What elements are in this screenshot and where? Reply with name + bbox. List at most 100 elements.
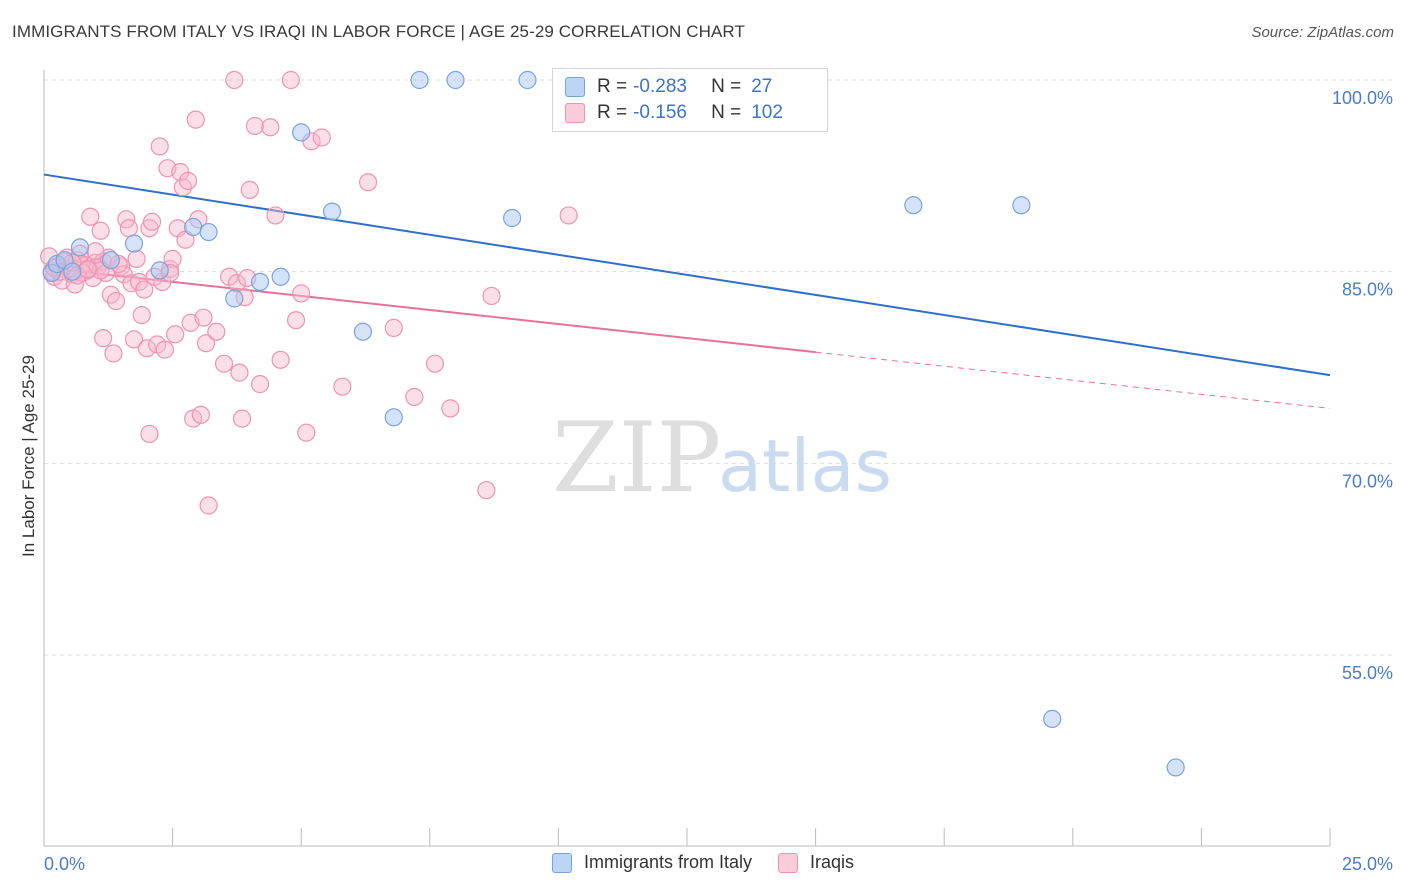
iraqi-point (137, 339, 156, 358)
iraqi-swatch (565, 103, 585, 123)
y-tick-label: 100.0% (1332, 88, 1393, 108)
correlation-legend: R = -0.283 N = 27 R = -0.156 N = 102 (552, 68, 828, 132)
chart-title: IMMIGRANTS FROM ITALY VS IRAQI IN LABOR … (12, 22, 745, 41)
iraqi-swatch (778, 852, 799, 873)
watermark-atlas: atlas (718, 424, 892, 508)
iraqi-trend-line (43, 266, 816, 354)
iraqi-point (292, 284, 311, 303)
legend-r-value: -0.156 (633, 102, 687, 123)
italy-trend-line (43, 173, 1331, 377)
italy-swatch (552, 852, 572, 873)
x-tick-label: 25.0% (1342, 854, 1393, 874)
iraqi-points (40, 70, 578, 515)
iraqi-point (559, 206, 578, 225)
series-legend: Immigrants from Italy Iraqis (552, 852, 880, 873)
italy-point (904, 196, 923, 215)
iraqi-point (155, 340, 174, 359)
italy-point (225, 289, 244, 308)
iraqi-trend-extension (815, 351, 1331, 409)
iraqi-point (150, 137, 169, 156)
italy-point (503, 208, 522, 228)
iraqi-point (441, 399, 460, 418)
iraqi-point (266, 206, 285, 225)
iraqi-point (271, 350, 290, 369)
iraqi-point (286, 311, 306, 330)
italy-point (322, 202, 342, 221)
legend-n-label: N = (711, 76, 742, 97)
legend-r-value: -0.283 (633, 76, 687, 97)
iraqi-point (477, 481, 496, 500)
italy-point (124, 234, 144, 253)
iraqi-point (166, 325, 185, 344)
iraqi-point (312, 128, 331, 147)
iraqi-point (250, 375, 270, 394)
iraqi-point (194, 308, 213, 327)
y-tick-label: 55.0% (1342, 663, 1393, 683)
italy-point (70, 238, 90, 257)
trend-lines (43, 173, 1331, 409)
iraqi-point (196, 334, 216, 353)
iraqi-point (358, 173, 378, 192)
iraqi-point (163, 249, 182, 268)
iraqi-point (261, 118, 280, 137)
iraqi-point (127, 249, 146, 268)
iraqi-point (119, 219, 138, 238)
italy-point (410, 70, 429, 90)
iraqi-point (132, 306, 151, 325)
italy-swatch (565, 77, 585, 97)
italy-point (199, 222, 218, 242)
iraqi-point (199, 496, 218, 515)
iraqi-point (135, 280, 154, 299)
italy-point (101, 251, 120, 270)
iraqi-point (245, 116, 265, 136)
legend-n-value: 27 (751, 76, 773, 97)
legend-row-italy: R = -0.283 N = 27 (565, 74, 772, 100)
iraqi-point (214, 354, 234, 373)
legend-n-value: 102 (751, 102, 783, 123)
iraqi-point (240, 180, 259, 199)
legend-r-label: R = (597, 102, 628, 123)
iraqi-point (225, 70, 244, 90)
italy-point (1012, 196, 1031, 215)
y-axis-title: In Labor Force | Age 25-29 (19, 355, 38, 557)
iraqi-point (91, 221, 110, 240)
italy-point (250, 272, 270, 291)
italy-point (384, 408, 403, 427)
y-tick-label: 85.0% (1342, 280, 1393, 300)
iraqi-point (482, 286, 501, 306)
iraqi-point (142, 212, 162, 231)
italy-point (292, 123, 311, 142)
iraqi-point (140, 424, 159, 444)
italy-points (42, 70, 1185, 777)
iraqi-point (81, 207, 100, 226)
iraqi-point (106, 291, 126, 311)
iraqi-point (78, 260, 97, 279)
italy-point (271, 267, 290, 286)
italy-point (63, 262, 82, 281)
legend-item-iraqi[interactable]: Iraqis (778, 852, 854, 873)
legend-item-italy[interactable]: Immigrants from Italy (552, 852, 752, 873)
iraqi-point (178, 171, 198, 191)
legend-r-label: R = (597, 76, 628, 97)
iraqi-point (186, 110, 205, 129)
legend-label-iraqi: Iraqis (810, 852, 855, 872)
iraqi-point (86, 242, 105, 261)
legend-n-label: N = (711, 102, 742, 123)
iraqi-point (191, 405, 210, 424)
iraqi-point (94, 329, 113, 348)
axis-layer: 100.0% 85.0% 70.0% 55.0% 0.0% 25.0% (43, 70, 1393, 874)
iraqi-point (232, 409, 252, 428)
iraqi-point (104, 344, 123, 363)
italy-point (518, 70, 537, 90)
iraqi-point (297, 423, 316, 442)
italy-point (150, 261, 169, 280)
italy-point (446, 70, 465, 90)
italy-point (1166, 758, 1185, 777)
italy-point (184, 217, 203, 237)
x-tick-label: 0.0% (44, 854, 85, 874)
iraqi-point (207, 322, 226, 341)
iraqi-point (333, 377, 352, 396)
iraqi-point (405, 387, 424, 406)
italy-point (353, 322, 373, 341)
